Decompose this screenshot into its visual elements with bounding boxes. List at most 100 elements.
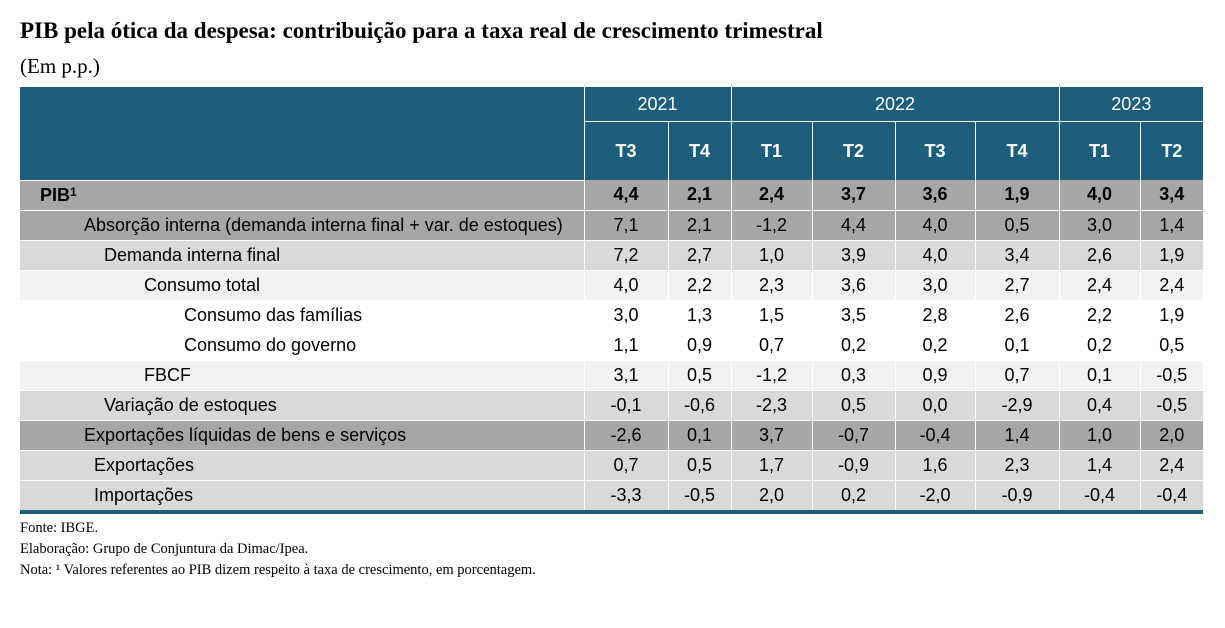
table-body: PIB1 4,4 2,1 2,4 3,7 3,6 1,9 4,0 3,4 Absorção int… [20, 180, 1204, 514]
table-title: PIB pela ótica da despesa: contribuição … [20, 18, 823, 43]
row-label: Exportações líquidas de bens e serviços [20, 420, 584, 451]
value-cell: 3,0 [894, 270, 976, 301]
value-cell: -0,9 [974, 480, 1060, 514]
row-label-text: PIB [40, 184, 71, 205]
row-label: Consumo total [20, 270, 584, 301]
value-cell: 2,0 [1139, 420, 1204, 451]
value-cell: 2,4 [1058, 270, 1141, 301]
value-cell: 1,1 [583, 330, 668, 361]
value-cell: 2,4 [1139, 270, 1204, 301]
table-row: Variação de estoques -0,1 -0,6 -2,3 0,5 0,0 -2… [20, 390, 1204, 421]
quarter-header: T2 [811, 121, 896, 180]
row-label-text: Demanda interna final [104, 244, 281, 265]
value-cell: -0,6 [667, 390, 732, 421]
quarter-header: T3 [894, 121, 976, 180]
value-cell: 7,1 [583, 210, 668, 241]
value-cell: 2,4 [1139, 450, 1204, 481]
value-cell: 4,0 [894, 210, 976, 241]
value-cell: 2,8 [894, 300, 976, 331]
value-cell: 0,2 [811, 330, 896, 361]
value-cell: 0,1 [1058, 360, 1141, 391]
footnote: Nota: ¹ Valores referentes ao PIB dizem … [20, 562, 536, 578]
value-cell: 0,3 [811, 360, 896, 391]
value-cell: -1,2 [730, 210, 813, 241]
value-cell: 0,5 [811, 390, 896, 421]
value-cell: 0,7 [974, 360, 1060, 391]
value-cell: 3,4 [1139, 180, 1204, 211]
value-cell: 1,4 [1058, 450, 1141, 481]
value-cell: -2,3 [730, 390, 813, 421]
row-label-text: Consumo das famílias [184, 304, 363, 325]
quarter-header: T4 [974, 121, 1060, 180]
value-cell: -0,4 [894, 420, 976, 451]
value-cell: -0,4 [1139, 480, 1204, 514]
value-cell: -0,9 [811, 450, 896, 481]
row-label: Importações [20, 480, 584, 514]
value-cell: 2,0 [730, 480, 813, 514]
value-cell: 4,0 [1058, 180, 1141, 211]
quarter-header-row: T3 T4 T1 T2 T3 T4 T1 T2 [20, 121, 1204, 180]
year-header: 2023 [1058, 87, 1204, 122]
table-row: PIB1 4,4 2,1 2,4 3,7 3,6 1,9 4,0 3,4 [20, 180, 1204, 211]
row-label-text: Importações [94, 484, 194, 505]
row-label: Consumo das famílias [20, 300, 584, 331]
value-cell: 2,3 [974, 450, 1060, 481]
value-cell: 3,6 [894, 180, 976, 211]
value-cell: 0,1 [667, 420, 732, 451]
value-cell: 0,2 [811, 480, 896, 514]
value-cell: 3,0 [583, 300, 668, 331]
table-subtitle: (Em p.p.) [20, 54, 100, 78]
value-cell: 2,1 [667, 210, 732, 241]
value-cell: 4,4 [811, 210, 896, 241]
value-cell: 0,2 [1058, 330, 1141, 361]
value-cell: 3,4 [974, 240, 1060, 271]
elaboration-note: Elaboração: Grupo de Conjuntura da Dimac… [20, 541, 309, 557]
row-label: FBCF [20, 360, 584, 391]
value-cell: 4,0 [583, 270, 668, 301]
value-cell: -2,6 [583, 420, 668, 451]
row-label: Exportações [20, 450, 584, 481]
value-cell: 0,7 [583, 450, 668, 481]
value-cell: 1,6 [894, 450, 976, 481]
value-cell: 0,0 [894, 390, 976, 421]
value-cell: 0,5 [667, 360, 732, 391]
quarter-header: T1 [1058, 121, 1141, 180]
row-label-text: Variação de estoques [104, 394, 277, 415]
value-cell: 3,5 [811, 300, 896, 331]
value-cell: 4,0 [894, 240, 976, 271]
value-cell: 1,0 [1058, 420, 1141, 451]
value-cell: 2,1 [667, 180, 732, 211]
table-row: Demanda interna final 7,2 2,7 1,0 3,9 4,0 3,4 2… [20, 240, 1204, 271]
value-cell: 1,4 [974, 420, 1060, 451]
table-row: Importações -3,3 -0,5 2,0 0,2 -2,0 -0,9 -0,4 -0,… [20, 480, 1204, 514]
value-cell: -2,0 [894, 480, 976, 514]
row-label: Absorção interna (demanda interna final … [20, 210, 584, 241]
table-row: FBCF 3,1 0,5 -1,2 0,3 0,9 0,7 0,1 -0,5 [20, 360, 1204, 391]
value-cell: 2,7 [974, 270, 1060, 301]
value-cell: 3,9 [811, 240, 896, 271]
value-cell: 1,9 [1139, 240, 1204, 271]
table-row: Consumo do governo 1,1 0,9 0,7 0,2 0,2 0,1 0,2 0… [20, 330, 1204, 361]
row-label: Consumo do governo [20, 330, 584, 361]
value-cell: 1,4 [1139, 210, 1204, 241]
quarter-header: T2 [1139, 121, 1204, 180]
table-row: Exportações líquidas de bens e serviços -… [20, 420, 1204, 451]
value-cell: 1,3 [667, 300, 732, 331]
value-cell: 2,2 [1058, 300, 1141, 331]
value-cell: -3,3 [583, 480, 668, 514]
year-header: 2021 [583, 87, 732, 122]
header-corner [20, 87, 584, 181]
quarter-header: T1 [730, 121, 813, 180]
value-cell: 0,5 [974, 210, 1060, 241]
value-cell: 2,6 [974, 300, 1060, 331]
row-label: PIB1 [20, 180, 584, 211]
value-cell: 0,7 [730, 330, 813, 361]
value-cell: 1,7 [730, 450, 813, 481]
value-cell: 1,9 [1139, 300, 1204, 331]
row-label-text: Absorção interna (demanda interna final … [84, 214, 563, 235]
table-notes: Fonte: IBGE. Elaboração: Grupo de Conjun… [20, 518, 536, 581]
value-cell: 2,6 [1058, 240, 1141, 271]
value-cell: -0,7 [811, 420, 896, 451]
quarter-header: T3 [583, 121, 668, 180]
table-row: Consumo das famílias 3,0 1,3 1,5 3,5 2,8 2,6 2,… [20, 300, 1204, 331]
